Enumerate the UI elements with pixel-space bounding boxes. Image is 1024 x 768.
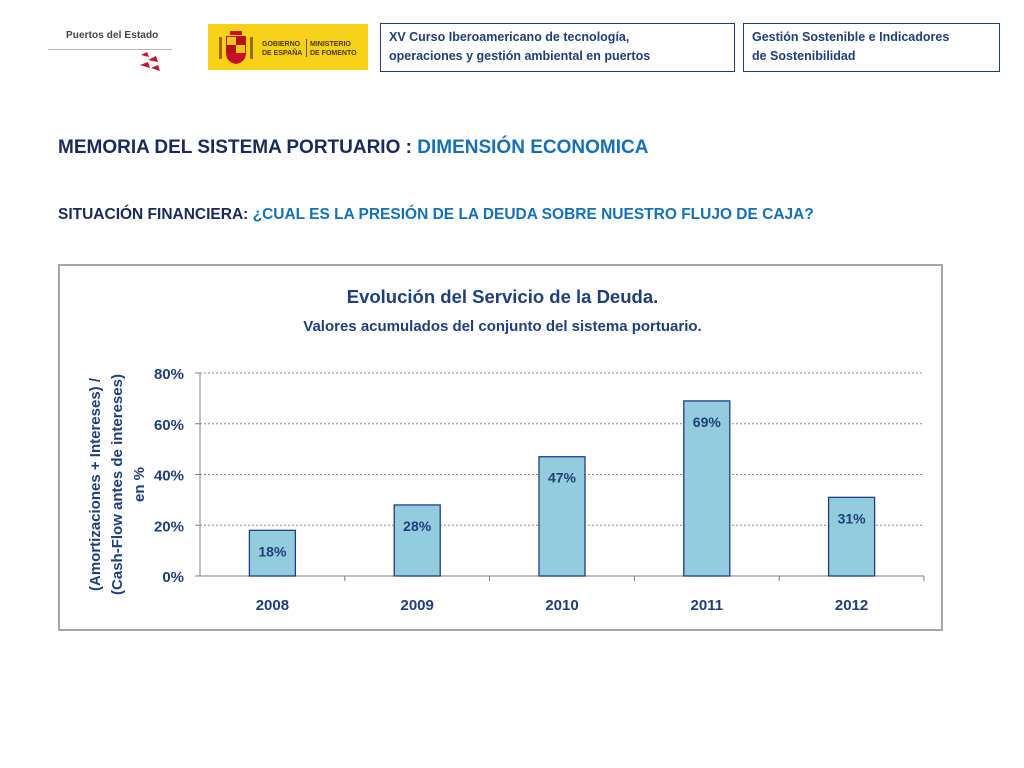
debt-service-bar-chart: 0% 20% 40% 60% 80% 18% 2008 28% 2009 47% 2010 69% 20…: [87, 366, 925, 614]
bar: [683, 400, 731, 577]
bar: [248, 529, 297, 577]
y-tick-label: 0%: [162, 569, 184, 586]
bar-data-label: 28%: [403, 518, 432, 534]
puertos-del-estado-mark-icon: [140, 52, 160, 71]
y-tick-label: 80%: [154, 366, 184, 383]
slide-title-accent: DIMENSIÓN ECONOMICA: [417, 137, 649, 158]
x-tick-label: 2012: [835, 597, 868, 614]
x-tick-label: 2011: [691, 597, 724, 614]
y-axis-title-line: en %: [131, 467, 148, 502]
bar-data-label: 18%: [258, 543, 287, 559]
gov-logo-divider: [306, 39, 307, 57]
bar: [538, 456, 586, 577]
gov-line4: DE FOMENTO: [310, 50, 357, 57]
puertos-del-estado-logo: Puertos del Estado: [46, 22, 174, 72]
y-axis-title-line: (Cash-Flow antes de intereses): [109, 374, 126, 595]
gov-line1: GOBIERNO: [262, 41, 301, 48]
gobierno-espana-logo: GOBIERNO DE ESPAÑA MINISTERIO DE FOMENTO: [208, 24, 368, 70]
topic-title-box: Gestión Sostenible e Indicadores de Sost…: [743, 23, 1000, 72]
gov-line2: DE ESPAÑA: [262, 50, 303, 57]
course-title-box: XV Curso Iberoamericano de tecnología, o…: [380, 23, 735, 72]
chart-title: Evolución del Servicio de la Deuda.: [346, 286, 659, 307]
bar-data-label: 47%: [548, 470, 577, 486]
x-tick-label: 2009: [401, 597, 434, 614]
course-title-line1: XV Curso Iberoamericano de tecnología,: [389, 30, 630, 44]
y-axis-title-line: (Amortizaciones + Intereses) /: [87, 377, 104, 591]
slide-title-main: MEMORIA DEL SISTEMA PORTUARIO :: [58, 137, 418, 158]
logo-divider: [48, 49, 172, 50]
course-title-line2: operaciones y gestión ambiental en puert…: [389, 49, 651, 63]
slide-subtitle: SITUACIÓN FINANCIERA: ¿CUAL ES LA PRESIÓ…: [58, 206, 814, 224]
topic-title-line1: Gestión Sostenible e Indicadores: [752, 30, 950, 44]
y-tick-label: 60%: [154, 417, 184, 434]
chart-subtitle: Valores acumulados del conjunto del sist…: [303, 318, 702, 335]
x-tick-label: 2008: [256, 597, 289, 614]
slide-subtitle-accent: ¿CUAL ES LA PRESIÓN DE LA DEUDA SOBRE NU…: [252, 206, 814, 223]
slide-title: MEMORIA DEL SISTEMA PORTUARIO : DIMENSIÓ…: [58, 137, 648, 159]
bar: [827, 496, 876, 577]
gov-logo-text-2: MINISTERIO DE FOMENTO: [310, 40, 357, 58]
x-tick-label: 2010: [545, 597, 578, 614]
topic-title-line2: de Sostenibilidad: [752, 49, 856, 63]
gov-line3: MINISTERIO: [310, 41, 351, 48]
gov-logo-text-1: GOBIERNO DE ESPAÑA: [262, 40, 302, 58]
org-logo-name: Puertos del Estado: [66, 30, 159, 41]
bar-data-label: 69%: [693, 414, 722, 430]
bar: [393, 504, 441, 577]
slide-subtitle-main: SITUACIÓN FINANCIERA:: [58, 206, 253, 223]
bar-data-label: 31%: [838, 510, 867, 526]
y-tick-label: 20%: [154, 518, 184, 535]
y-tick-label: 40%: [154, 468, 184, 485]
coat-of-arms-icon: [219, 31, 253, 64]
chart-frame: Evolución del Servicio de la Deuda. Valo…: [58, 264, 943, 631]
